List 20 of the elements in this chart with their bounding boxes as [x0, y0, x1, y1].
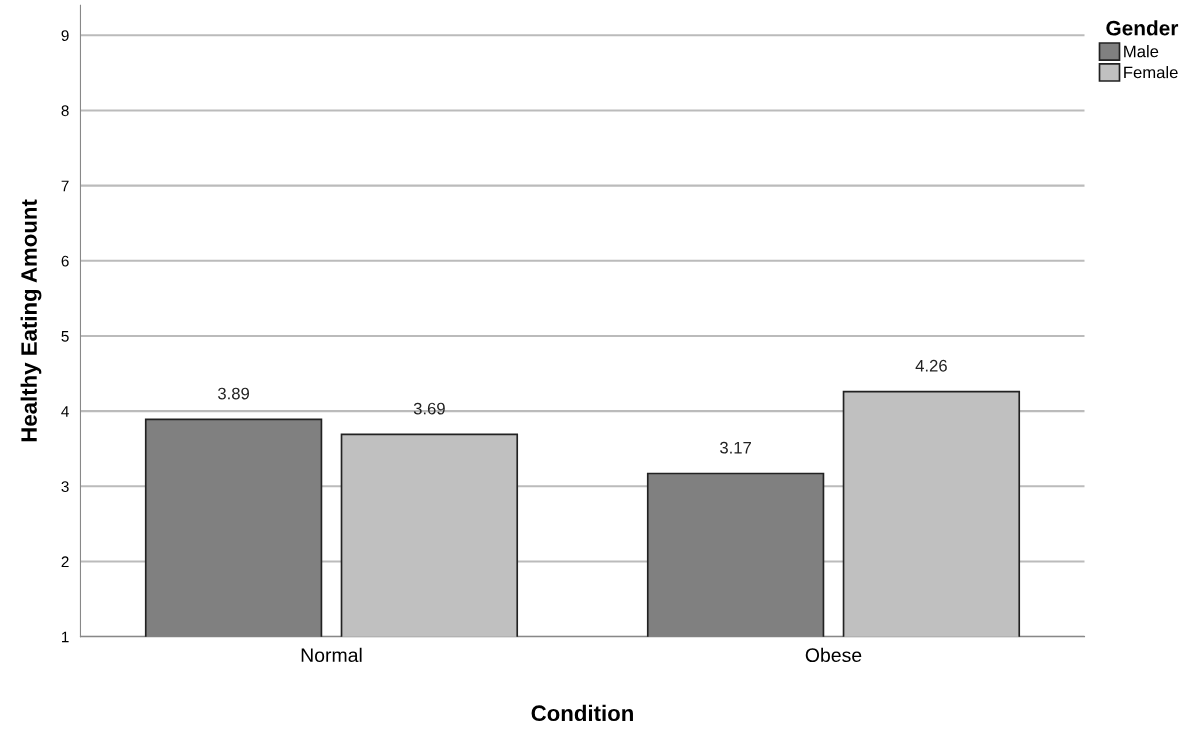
- legend-label: Female: [1124, 66, 1178, 79]
- x-tick-label: Normal: [301, 647, 362, 663]
- y-tick-label: 7: [61, 180, 69, 192]
- data-label: 3.69: [413, 402, 445, 415]
- y-tick-label: 6: [61, 255, 69, 267]
- y-tick-label: 8: [61, 105, 69, 117]
- y-tick-label: 4: [61, 406, 69, 417]
- y-tick-label: 9: [61, 30, 69, 41]
- data-label: 3.17: [720, 441, 751, 454]
- y-tick-label: 3: [61, 481, 69, 492]
- y-tick-label: 1: [62, 631, 69, 643]
- data-label: 4.26: [915, 359, 947, 372]
- x-tick-label: Obese: [805, 647, 862, 663]
- y-tick-label: 2: [61, 556, 69, 568]
- data-label: 3.89: [218, 387, 250, 400]
- x-axis-title: Condition: [531, 704, 633, 722]
- legend-title: Gender: [1106, 20, 1179, 36]
- legend-label: Male: [1124, 45, 1159, 58]
- y-tick-label: 5: [61, 331, 69, 342]
- y-axis-title: Healthy Eating Amount: [20, 199, 42, 442]
